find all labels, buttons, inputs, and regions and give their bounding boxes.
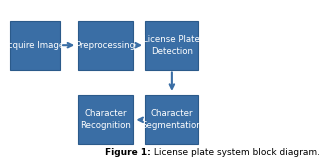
Text: Character
Recognition: Character Recognition	[80, 109, 131, 130]
Text: License Plate
Detection: License Plate Detection	[143, 35, 200, 56]
FancyBboxPatch shape	[146, 96, 198, 144]
Text: Character
Segmentation: Character Segmentation	[141, 109, 202, 130]
FancyBboxPatch shape	[78, 96, 133, 144]
FancyBboxPatch shape	[10, 21, 60, 69]
Text: Figure 1:: Figure 1:	[105, 148, 151, 157]
Text: Acquire Images: Acquire Images	[2, 41, 68, 50]
FancyBboxPatch shape	[146, 21, 198, 69]
Text: Preprocessing: Preprocessing	[75, 41, 135, 50]
FancyBboxPatch shape	[78, 21, 133, 69]
Text: License plate system block diagram.: License plate system block diagram.	[151, 148, 320, 157]
